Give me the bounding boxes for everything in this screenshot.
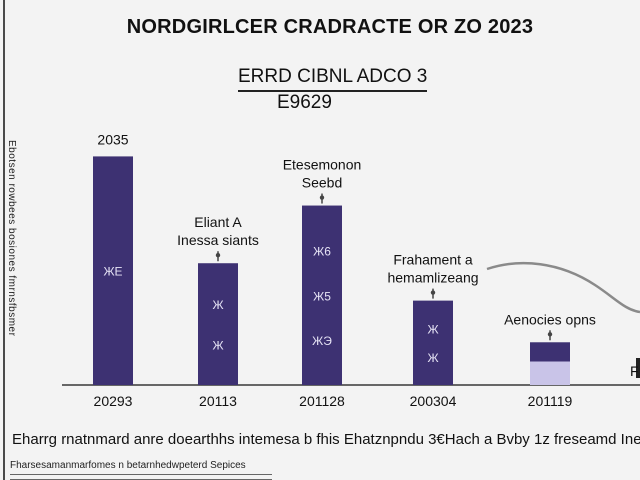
x-tick-label: 20293	[94, 393, 133, 409]
trend-line	[486, 261, 640, 314]
bar-annotation: hemamlizeang	[387, 270, 478, 286]
bar-inner-label: ЖЕ	[103, 265, 122, 279]
x-tick-label: 20113	[199, 393, 237, 409]
x-tick-label: 201128	[299, 393, 345, 409]
chart-title: NORDGIRLCER CRADRACTE OR ZO 2023	[126, 16, 534, 38]
bar-inner-label: Ж	[212, 338, 223, 352]
bar-inner-label: Ж	[427, 351, 438, 365]
x-tick-label: 201119	[528, 393, 573, 409]
bar	[93, 156, 133, 385]
x-tick-label: 200304	[410, 393, 457, 409]
bar-inner-label: Ж	[212, 298, 223, 312]
bar-annotation: Seebd	[302, 175, 342, 191]
bar-inner-label: Ж	[427, 323, 438, 337]
bar-annotation: Eliant A	[194, 214, 242, 230]
bar-marker-dot	[215, 253, 221, 258]
bar-annotation: Frahament a	[393, 252, 473, 268]
right-partial-label: F	[630, 363, 639, 379]
bar-lower	[530, 361, 570, 385]
bar	[530, 342, 570, 362]
bar-annotation: 2035	[97, 131, 128, 147]
chart-subtitle-2: E9629	[277, 92, 332, 113]
bar-annotation: Etesemonon	[283, 157, 362, 173]
bar-marker-dot	[547, 332, 553, 337]
chart-frame	[3, 0, 640, 480]
chart-footnote: Fharsesamanmarfomes n betarnhedwpeterd S…	[10, 460, 246, 471]
partial-bar	[636, 358, 640, 378]
bar	[198, 263, 238, 385]
bar-inner-label: ЖЭ	[312, 334, 332, 348]
bar-marker-dot	[430, 290, 436, 295]
y-axis-label: Ebotsen rowbees bosiones fmrnsfbsmer	[6, 140, 17, 337]
bar	[302, 205, 342, 385]
chart-caption: Eharrg rnatnmard anre doearthhs intemesa…	[12, 431, 640, 448]
bar-marker-dot	[319, 195, 325, 200]
footnote-rule	[10, 474, 272, 480]
chart-subtitle: ERRD CIBNL ADCO 3	[238, 66, 428, 92]
bar	[413, 300, 453, 385]
bar-inner-label: Ж6	[313, 244, 331, 258]
bar-annotation: Inessa siants	[177, 232, 259, 248]
bar-annotation: Aenocies opns	[504, 311, 596, 327]
bar-inner-label: Ж5	[313, 289, 331, 303]
